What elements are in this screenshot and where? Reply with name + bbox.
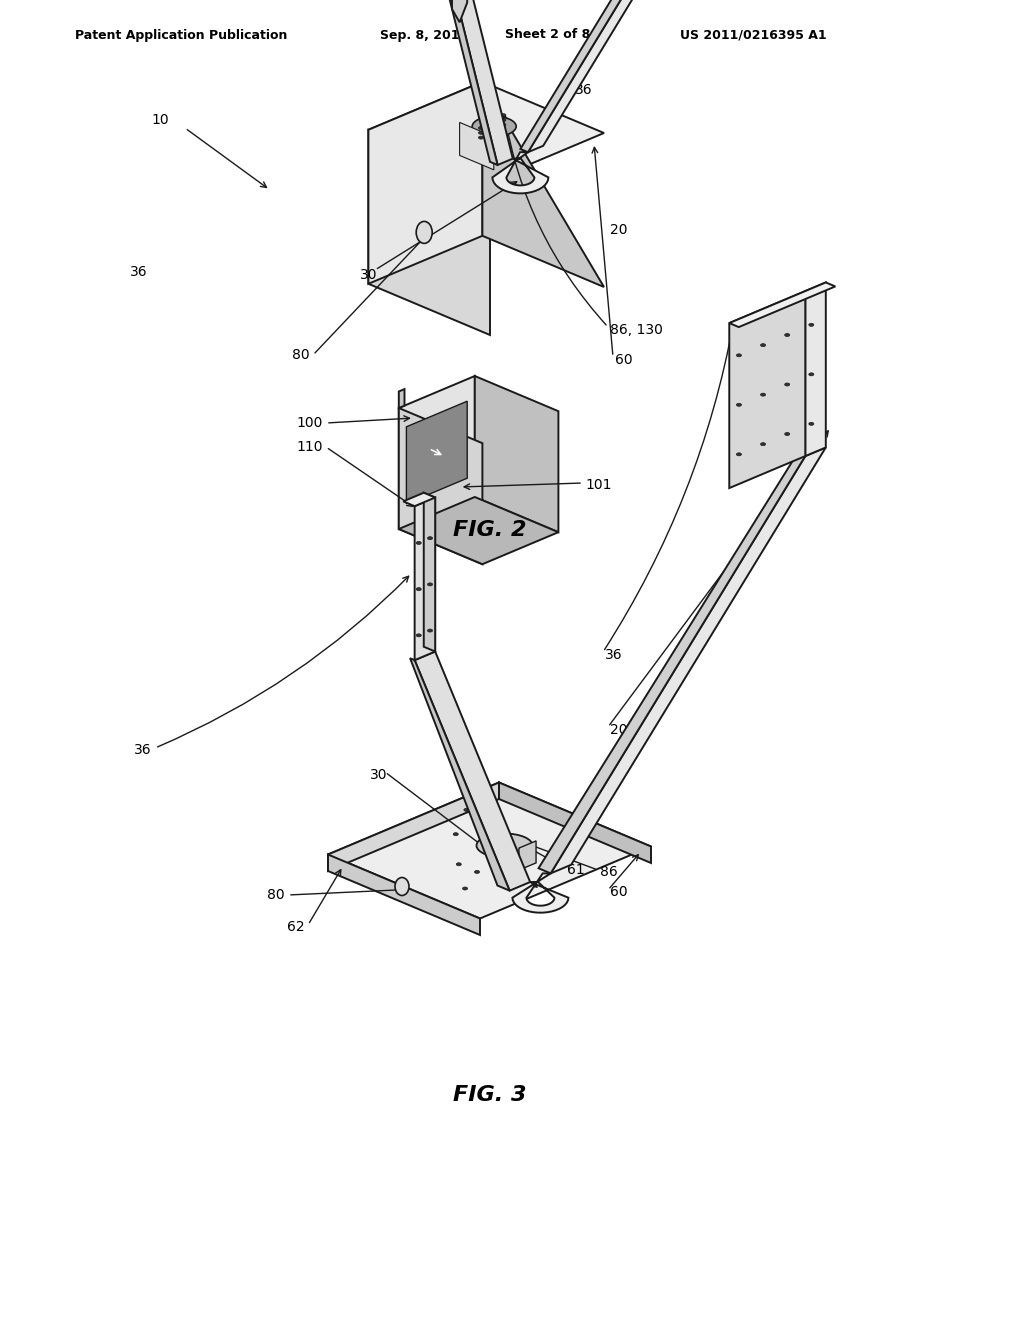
Text: Sep. 8, 2011: Sep. 8, 2011 bbox=[380, 29, 468, 41]
Ellipse shape bbox=[395, 878, 409, 895]
Polygon shape bbox=[729, 292, 805, 488]
Ellipse shape bbox=[809, 323, 814, 326]
Ellipse shape bbox=[784, 433, 790, 436]
Ellipse shape bbox=[416, 634, 421, 636]
Text: 10: 10 bbox=[152, 114, 169, 127]
Ellipse shape bbox=[736, 354, 741, 356]
Ellipse shape bbox=[463, 887, 468, 890]
Polygon shape bbox=[551, 447, 825, 874]
Ellipse shape bbox=[416, 541, 421, 544]
Ellipse shape bbox=[474, 870, 479, 874]
Text: 101: 101 bbox=[585, 478, 611, 492]
Polygon shape bbox=[482, 82, 604, 286]
Polygon shape bbox=[493, 152, 549, 193]
Ellipse shape bbox=[472, 116, 516, 136]
Polygon shape bbox=[328, 783, 499, 871]
Text: FIG. 2: FIG. 2 bbox=[454, 520, 526, 540]
Ellipse shape bbox=[416, 587, 421, 590]
Polygon shape bbox=[452, 0, 513, 165]
Ellipse shape bbox=[501, 119, 506, 121]
Ellipse shape bbox=[761, 343, 766, 347]
Text: 60: 60 bbox=[615, 352, 633, 367]
Ellipse shape bbox=[478, 131, 483, 135]
Polygon shape bbox=[460, 123, 494, 170]
Text: 30: 30 bbox=[370, 768, 387, 781]
Ellipse shape bbox=[464, 808, 469, 812]
Ellipse shape bbox=[501, 123, 506, 127]
Polygon shape bbox=[369, 129, 490, 335]
Text: 80: 80 bbox=[267, 888, 285, 902]
Ellipse shape bbox=[784, 383, 790, 385]
Text: 86, 130: 86, 130 bbox=[610, 323, 663, 337]
Ellipse shape bbox=[478, 127, 483, 129]
Ellipse shape bbox=[428, 537, 432, 540]
Ellipse shape bbox=[501, 114, 506, 116]
Ellipse shape bbox=[809, 422, 814, 425]
Text: 110: 110 bbox=[297, 440, 323, 454]
Polygon shape bbox=[475, 376, 558, 532]
Polygon shape bbox=[499, 783, 651, 863]
Polygon shape bbox=[328, 783, 651, 919]
Ellipse shape bbox=[476, 792, 481, 795]
Ellipse shape bbox=[454, 833, 459, 836]
Ellipse shape bbox=[428, 583, 432, 586]
Text: 61: 61 bbox=[567, 863, 585, 876]
Ellipse shape bbox=[761, 393, 766, 396]
Text: 30: 30 bbox=[360, 268, 378, 282]
Ellipse shape bbox=[489, 129, 495, 133]
Polygon shape bbox=[520, 0, 744, 152]
Text: FIG. 3: FIG. 3 bbox=[454, 1085, 526, 1105]
Ellipse shape bbox=[478, 136, 483, 139]
Text: 36: 36 bbox=[605, 648, 623, 663]
Ellipse shape bbox=[482, 816, 487, 818]
Ellipse shape bbox=[416, 222, 432, 243]
Ellipse shape bbox=[457, 863, 461, 866]
Ellipse shape bbox=[784, 334, 790, 337]
Text: 60: 60 bbox=[610, 884, 628, 899]
Polygon shape bbox=[444, 0, 498, 165]
Text: 20: 20 bbox=[610, 723, 628, 737]
Text: Patent Application Publication: Patent Application Publication bbox=[75, 29, 288, 41]
Polygon shape bbox=[805, 282, 825, 457]
Ellipse shape bbox=[428, 630, 432, 632]
Polygon shape bbox=[369, 82, 482, 284]
Text: 86: 86 bbox=[600, 865, 617, 879]
Polygon shape bbox=[398, 389, 404, 408]
Polygon shape bbox=[539, 453, 805, 874]
Ellipse shape bbox=[489, 120, 495, 123]
Polygon shape bbox=[328, 854, 480, 935]
Text: 80: 80 bbox=[293, 348, 310, 362]
Polygon shape bbox=[398, 408, 482, 564]
Ellipse shape bbox=[476, 833, 532, 858]
Ellipse shape bbox=[761, 442, 766, 446]
Polygon shape bbox=[519, 841, 536, 870]
Ellipse shape bbox=[485, 846, 490, 849]
Polygon shape bbox=[528, 0, 760, 152]
Polygon shape bbox=[398, 498, 558, 564]
Text: 20: 20 bbox=[610, 223, 628, 238]
Text: US 2011/0216395 A1: US 2011/0216395 A1 bbox=[680, 29, 826, 41]
Ellipse shape bbox=[736, 404, 741, 407]
Text: Sheet 2 of 8: Sheet 2 of 8 bbox=[505, 29, 590, 41]
Ellipse shape bbox=[809, 372, 814, 376]
Polygon shape bbox=[729, 282, 836, 327]
Polygon shape bbox=[410, 659, 510, 891]
Ellipse shape bbox=[736, 453, 741, 455]
Polygon shape bbox=[424, 492, 435, 652]
Polygon shape bbox=[512, 874, 568, 912]
Polygon shape bbox=[398, 376, 475, 529]
Text: 36: 36 bbox=[130, 265, 148, 279]
Text: 62: 62 bbox=[288, 920, 305, 935]
Text: 36: 36 bbox=[134, 743, 152, 756]
Text: 36: 36 bbox=[575, 83, 593, 96]
Polygon shape bbox=[415, 652, 530, 891]
Polygon shape bbox=[369, 82, 604, 181]
Polygon shape bbox=[415, 498, 435, 660]
Polygon shape bbox=[452, 0, 467, 22]
Polygon shape bbox=[407, 401, 467, 504]
Polygon shape bbox=[403, 492, 435, 506]
Text: 100: 100 bbox=[297, 416, 323, 430]
